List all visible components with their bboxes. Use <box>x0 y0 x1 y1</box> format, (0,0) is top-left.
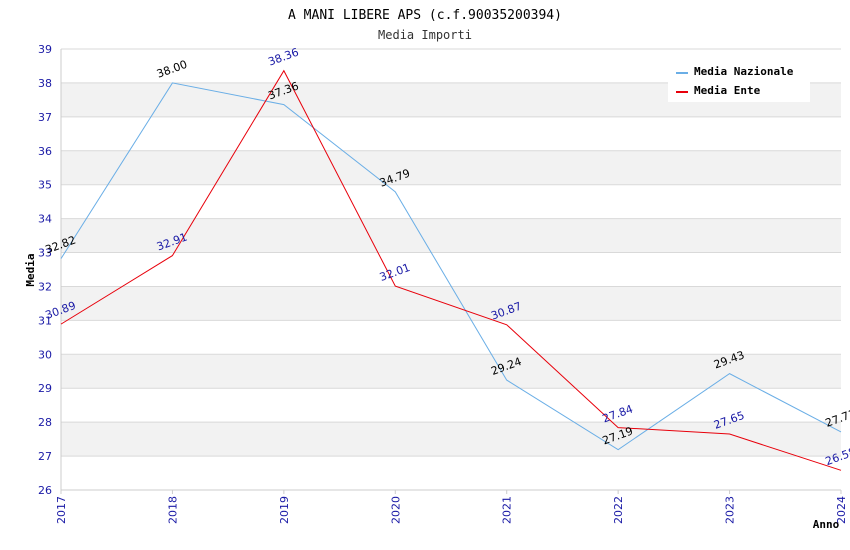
y-tick-label: 35 <box>38 179 52 192</box>
y-tick-label: 39 <box>38 43 52 56</box>
series-lines <box>60 69 842 471</box>
y-tick-label: 36 <box>38 145 52 158</box>
x-tick-label: 2024 <box>835 496 848 524</box>
series-line-0 <box>60 82 842 451</box>
y-tick-label: 38 <box>38 77 52 90</box>
y-tick-label: 27 <box>38 450 52 463</box>
data-label: 27.71 <box>824 407 850 430</box>
grid-band <box>61 150 841 185</box>
y-tick-label: 33 <box>38 247 52 260</box>
legend-box <box>668 60 810 102</box>
x-tick-label: 2017 <box>55 496 68 524</box>
x-tick-label: 2021 <box>501 496 514 524</box>
x-tick-label: 2023 <box>724 496 737 524</box>
y-tick-label: 31 <box>38 314 52 327</box>
y-tick-label: 37 <box>38 111 52 124</box>
series-line-1 <box>60 69 842 471</box>
y-axis-ticks: 26 27 28 29 30 31 32 33 34 35 36 37 38 39 <box>38 43 52 497</box>
chart-subtitle: Media Importi <box>378 28 472 42</box>
data-label: 38.00 <box>155 58 189 81</box>
legend-label-media-nazionale: Media Nazionale <box>694 65 794 78</box>
x-tick-label: 2018 <box>166 496 179 524</box>
y-axis-label: Media <box>24 253 37 286</box>
y-tick-label: 30 <box>38 348 52 361</box>
data-label: 32.01 <box>378 261 412 284</box>
legend-label-media-ente: Media Ente <box>694 84 761 97</box>
chart-title: A MANI LIBERE APS (c.f.90035200394) <box>288 8 562 23</box>
x-tick-label: 2020 <box>389 496 402 524</box>
x-axis-ticks: 2017 2018 2019 2020 2021 2022 2023 2024 <box>55 490 848 524</box>
grid-band <box>61 354 841 389</box>
x-axis-label: Anno <box>813 518 840 531</box>
x-tick-label: 2019 <box>278 496 291 524</box>
x-tick-label: 2022 <box>612 496 625 524</box>
grid-band <box>61 422 841 457</box>
grid-band <box>61 286 841 321</box>
legend: Media Nazionale Media Ente <box>668 60 810 102</box>
y-tick-label: 28 <box>38 416 52 429</box>
y-tick-label: 29 <box>38 382 52 395</box>
y-tick-label: 32 <box>38 280 52 293</box>
y-tick-label: 34 <box>38 213 52 226</box>
y-tick-label: 26 <box>38 484 52 497</box>
gridlines <box>60 48 841 491</box>
grid-bands <box>61 82 841 457</box>
